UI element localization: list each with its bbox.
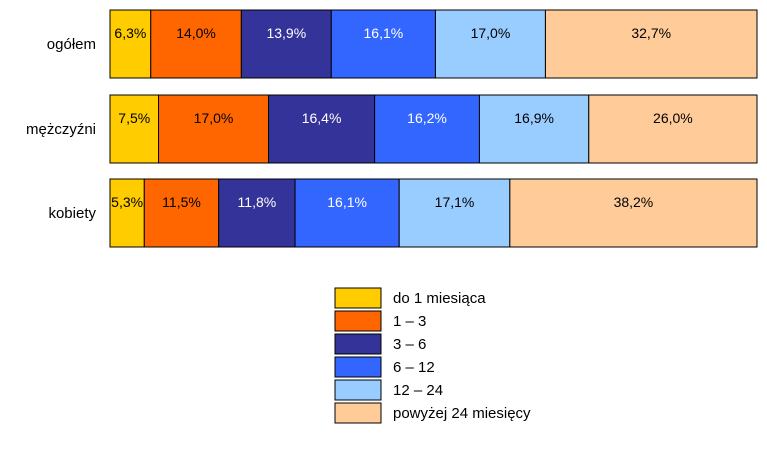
bar-segment <box>434 9 546 79</box>
bar-segment <box>544 9 758 79</box>
data-label: 16,4% <box>302 110 342 126</box>
bar-segment <box>240 9 332 79</box>
data-label: 17,1% <box>435 194 475 210</box>
legend-swatch <box>334 333 382 355</box>
data-label: 13,9% <box>266 25 306 41</box>
data-label: 32,7% <box>631 25 671 41</box>
data-label: 5,3% <box>111 194 143 210</box>
data-label: 16,1% <box>364 25 404 41</box>
bar-segment <box>150 9 242 79</box>
legend-label: powyżej 24 miesięcy <box>393 405 531 422</box>
bar-segment <box>158 94 270 164</box>
data-label: 16,1% <box>327 194 367 210</box>
bars-group: ogółem 6,3% 14,0% 13,9% 16,1% 17,0% 32,7% mężcz… <box>26 9 758 248</box>
data-label: 16,2% <box>407 110 447 126</box>
data-label: 11,5% <box>162 194 201 210</box>
bar-segment <box>398 178 511 248</box>
data-label: 16,9% <box>514 110 554 126</box>
legend-label: 12 – 24 <box>393 382 443 399</box>
category-label: mężczyźni <box>26 121 96 138</box>
legend-swatch <box>334 356 382 378</box>
legend-label: 6 – 12 <box>393 359 435 376</box>
category-label: ogółem <box>47 36 96 53</box>
legend-label: 1 – 3 <box>393 313 426 330</box>
bar-segment <box>294 178 400 248</box>
data-label: 7,5% <box>118 110 150 126</box>
legend-label: do 1 miesiąca <box>393 290 486 307</box>
bar-segment <box>109 178 145 248</box>
data-label: 6,3% <box>114 25 146 41</box>
bar-segment <box>509 178 758 248</box>
data-label: 26,0% <box>653 110 693 126</box>
data-label: 14,0% <box>176 25 216 41</box>
data-label: 17,0% <box>194 110 234 126</box>
legend: do 1 miesiąca 1 – 3 3 – 6 6 – 12 12 – 24 powy… <box>334 287 531 424</box>
bar-segment <box>374 94 480 164</box>
legend-swatch <box>334 402 382 424</box>
data-label: 17,0% <box>471 25 511 41</box>
bar-segment <box>478 94 590 164</box>
bar-segment <box>218 178 296 248</box>
data-label: 38,2% <box>614 194 654 210</box>
data-label: 11,8% <box>238 194 277 210</box>
legend-label: 3 – 6 <box>393 336 426 353</box>
bar-segment <box>268 94 376 164</box>
legend-swatch <box>334 287 382 309</box>
category-label: kobiety <box>48 205 96 222</box>
bar-segment <box>588 94 758 164</box>
legend-swatch <box>334 379 382 401</box>
bar-segment <box>109 9 152 79</box>
legend-swatch <box>334 310 382 332</box>
bar-segment <box>109 94 160 164</box>
bar-segment <box>143 178 220 248</box>
bar-segment <box>330 9 436 79</box>
